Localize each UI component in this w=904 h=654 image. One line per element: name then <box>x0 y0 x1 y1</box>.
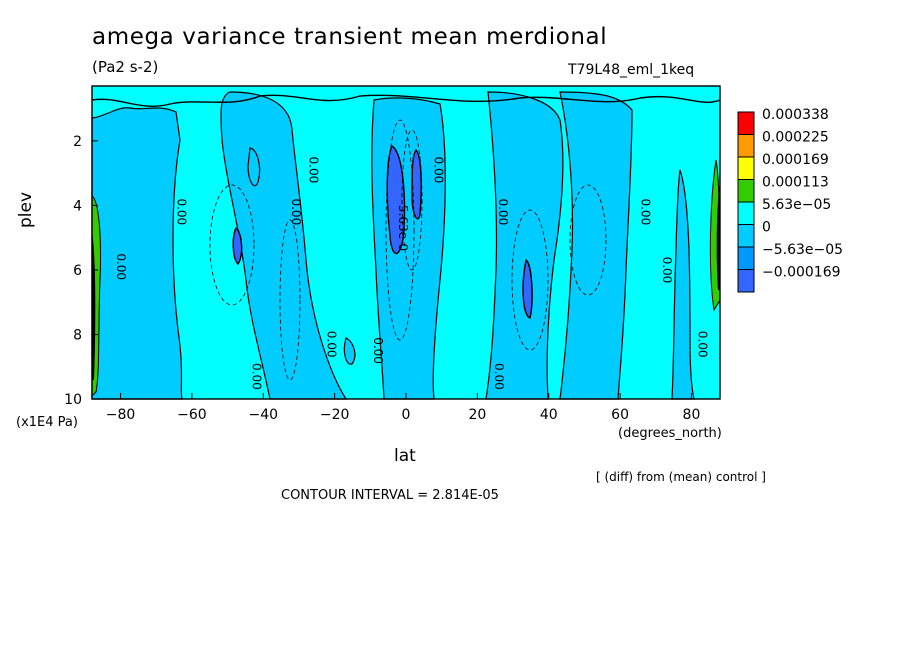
x-tick-label: −20 <box>320 407 350 423</box>
x-axis-ticks: −80 −60 −40 −20 0 20 40 60 80 <box>106 393 701 423</box>
contour-label: 0.00 <box>371 337 385 364</box>
legend-level-label: 0.000169 <box>762 152 829 168</box>
contour-label: 0.00 <box>492 363 506 390</box>
y-axis-ticks: 2 4 6 8 10 <box>64 134 98 408</box>
contour-label: 0.00 <box>639 198 653 225</box>
contour-label: 0.00 <box>114 253 128 280</box>
chart-title: amega variance transient mean merdional <box>92 24 608 50</box>
y-tick-label: 2 <box>73 134 82 150</box>
contour-label: 0.00 <box>496 198 510 225</box>
x-tick-label: −40 <box>248 407 278 423</box>
y-axis-units: (x1E4 Pa) <box>16 415 78 430</box>
x-axis-label: lat <box>394 446 416 466</box>
legend-swatch <box>737 269 755 293</box>
legend-level-label: −0.000169 <box>762 265 841 281</box>
legend-swatch <box>737 201 755 225</box>
legend-level-label: 0.000113 <box>762 175 829 191</box>
region-min-south <box>232 226 243 266</box>
x-tick-label: −80 <box>106 407 136 423</box>
edge-contours <box>92 180 720 380</box>
region-south-edge <box>91 107 183 400</box>
x-tick-label: 20 <box>468 407 486 423</box>
x-axis-units: (degrees_north) <box>618 426 722 441</box>
contour-interval: CONTOUR INTERVAL = 2.814E-05 <box>281 488 499 503</box>
x-tick-label: −60 <box>177 407 207 423</box>
legend-level-label: 0 <box>762 220 771 236</box>
legend-swatch <box>737 134 755 158</box>
top-contours <box>91 94 721 107</box>
y-tick-label: 8 <box>73 327 82 343</box>
x-tick-label: 80 <box>683 407 701 423</box>
region-north-mid <box>485 91 564 400</box>
legend-swatch <box>737 224 755 248</box>
legend-level-label: 0.000225 <box>762 130 829 146</box>
contour-label: 0.00 <box>696 331 710 358</box>
x-tick-label: 40 <box>540 407 558 423</box>
contour-label: 0.00 <box>175 198 189 225</box>
legend-swatch <box>737 156 755 180</box>
region-min-north <box>522 258 533 319</box>
y-tick-label: 10 <box>64 392 82 408</box>
legend-swatch <box>737 246 755 270</box>
region-small-1 <box>247 147 261 187</box>
colorbar-legend: 0.000338 0.000225 0.000169 0.000113 5.63e−05… <box>737 107 843 293</box>
contour-label: 0.00 <box>432 157 446 184</box>
contour-labels: 0.00 0.00 0.00 0.00 0.00 0.00 0.00 5.63e-0 0.00 0… <box>114 157 710 390</box>
legend-swatch <box>737 179 755 203</box>
x-tick-label: 60 <box>611 407 629 423</box>
y-tick-label: 6 <box>73 263 82 279</box>
x-tick-label: 0 <box>402 407 411 423</box>
contour-label: 0.00 <box>289 198 303 225</box>
run-name: T79L48_eml_1keq <box>568 62 695 78</box>
contour-field <box>91 86 721 400</box>
region-north-outer <box>559 91 633 400</box>
region-small-2 <box>343 337 356 365</box>
contour-label: 0.00 <box>307 157 321 184</box>
contour-label: 0.00 <box>250 363 264 390</box>
contour-label: 0.00 <box>325 331 339 358</box>
legend-level-label: 0.000338 <box>762 107 829 123</box>
contour-label: 5.63e-0 <box>396 205 410 251</box>
y-tick-label: 4 <box>73 198 82 214</box>
legend-level-label: −5.63e−05 <box>762 242 843 258</box>
contour-label: 0.00 <box>660 257 674 284</box>
chart-units: (Pa2 s-2) <box>92 58 159 76</box>
legend-level-label: 5.63e−05 <box>762 197 831 213</box>
diff-note: [ (diff) from (mean) control ] <box>596 470 766 484</box>
dashed-contours <box>209 119 607 381</box>
legend-swatch <box>737 111 755 135</box>
